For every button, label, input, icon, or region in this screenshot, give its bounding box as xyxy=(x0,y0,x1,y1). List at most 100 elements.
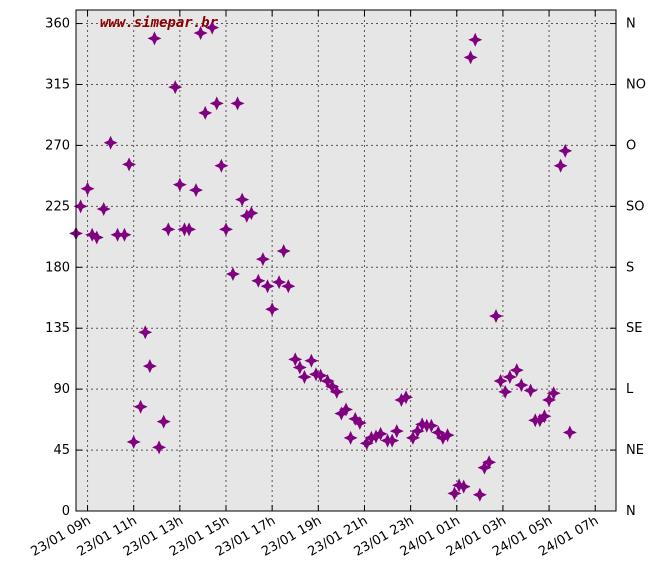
data-point xyxy=(309,367,323,382)
data-point xyxy=(348,411,363,426)
data-point xyxy=(440,428,455,443)
data-point xyxy=(230,96,245,111)
data-point xyxy=(239,208,254,223)
data-point xyxy=(260,279,275,294)
data-point xyxy=(235,192,250,207)
data-point xyxy=(329,384,344,399)
data-point xyxy=(489,309,503,324)
data-point xyxy=(292,360,307,375)
data-point xyxy=(89,230,104,245)
data-point xyxy=(193,26,208,41)
direction-label: NE xyxy=(626,443,644,458)
data-point xyxy=(272,275,287,290)
data-point xyxy=(103,135,118,150)
data-point xyxy=(126,434,141,449)
data-point xyxy=(325,379,340,394)
y-axis-ticks: 0 45 90 135 180 225 270 315 360 xyxy=(45,17,616,519)
data-point xyxy=(410,424,425,439)
data-point xyxy=(142,359,157,374)
data-point xyxy=(509,363,524,378)
y-tick-label: 0 xyxy=(62,504,70,519)
data-point xyxy=(405,430,420,445)
direction-label: NO xyxy=(626,77,646,92)
data-point xyxy=(189,183,203,198)
y-tick-label: 180 xyxy=(45,260,70,275)
data-point xyxy=(73,199,88,214)
data-point xyxy=(251,273,266,288)
data-point xyxy=(334,406,349,421)
direction-label: SO xyxy=(626,199,644,214)
data-point xyxy=(152,440,167,455)
y-tick-label: 270 xyxy=(45,138,70,153)
data-point xyxy=(415,417,430,432)
data-point xyxy=(463,50,478,65)
data-point xyxy=(133,399,148,414)
direction-label: O xyxy=(626,138,636,153)
y-tick-label: 360 xyxy=(45,17,70,32)
data-point xyxy=(288,352,303,367)
data-point xyxy=(553,158,568,173)
data-point xyxy=(364,430,379,445)
data-point xyxy=(80,181,95,196)
data-point xyxy=(482,455,497,470)
data-point xyxy=(447,486,462,501)
direction-label: N xyxy=(626,17,636,32)
data-point xyxy=(373,426,388,441)
data-point xyxy=(369,429,383,444)
data-point xyxy=(532,413,547,428)
data-point xyxy=(161,222,176,237)
data-point xyxy=(320,374,335,389)
data-point xyxy=(359,436,374,451)
data-point xyxy=(297,369,312,384)
data-point xyxy=(276,244,291,259)
data-point xyxy=(431,425,446,440)
y-tick-label: 135 xyxy=(45,321,70,336)
data-point xyxy=(343,430,358,445)
y-tick-label: 90 xyxy=(53,382,70,397)
data-point xyxy=(399,390,413,405)
data-point xyxy=(389,424,404,439)
data-point xyxy=(214,158,229,173)
plot-background xyxy=(76,10,616,511)
data-point xyxy=(498,384,513,399)
data-point xyxy=(339,402,353,417)
data-point xyxy=(209,96,224,111)
direction-label: S xyxy=(626,260,634,275)
data-point xyxy=(219,222,233,237)
data-point xyxy=(205,20,220,35)
data-point xyxy=(424,418,439,433)
data-point xyxy=(122,157,137,172)
data-point xyxy=(138,325,153,340)
data-points xyxy=(69,20,577,502)
y-tick-label: 45 xyxy=(53,443,70,458)
data-point xyxy=(523,383,538,398)
data-point xyxy=(168,80,183,95)
data-point xyxy=(265,302,280,317)
data-point xyxy=(304,353,319,368)
data-point xyxy=(514,378,529,393)
direction-label: SE xyxy=(626,321,642,336)
data-point xyxy=(537,409,552,424)
data-point xyxy=(472,487,487,502)
data-point xyxy=(477,460,492,475)
data-point xyxy=(255,252,270,267)
data-point xyxy=(313,368,328,383)
data-point xyxy=(493,374,508,389)
data-point xyxy=(225,267,240,282)
data-point xyxy=(147,31,162,46)
watermark: www.simepar.br xyxy=(100,15,219,31)
data-point xyxy=(502,369,517,384)
y-tick-label: 225 xyxy=(45,199,70,214)
data-point xyxy=(562,425,577,440)
data-point xyxy=(244,206,259,221)
grid xyxy=(76,10,616,512)
data-point xyxy=(394,392,409,407)
y-tick-label: 315 xyxy=(45,77,70,92)
plot-frame xyxy=(75,9,617,512)
data-point xyxy=(352,415,367,430)
data-point xyxy=(117,227,132,242)
data-point xyxy=(182,222,197,237)
data-point xyxy=(172,177,187,192)
direction-label: N xyxy=(626,504,636,519)
